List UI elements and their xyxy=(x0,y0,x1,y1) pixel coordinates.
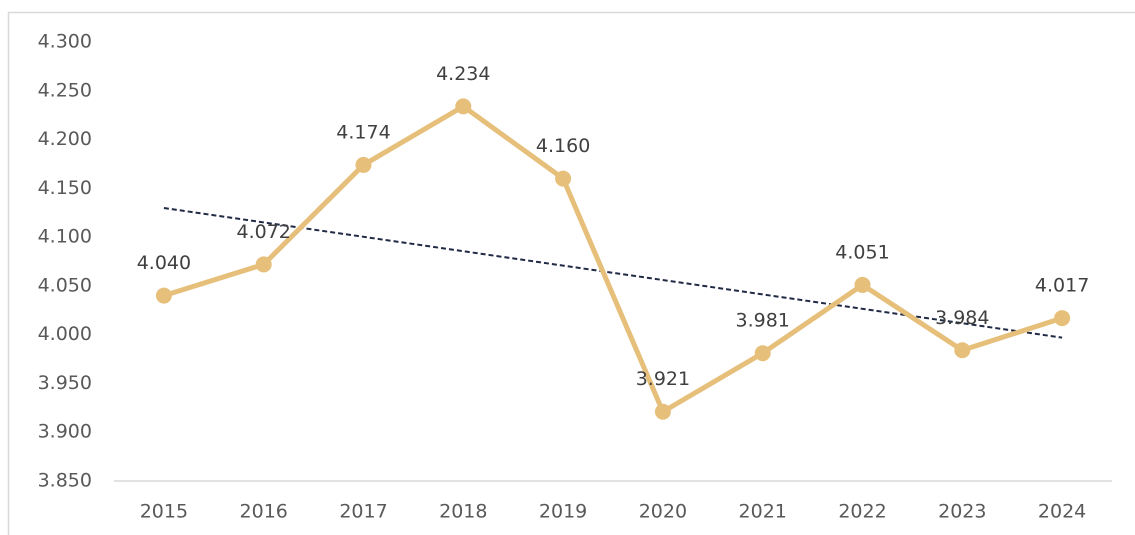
y-tick-label: 4.150 xyxy=(38,177,92,199)
x-tick-label: 2017 xyxy=(339,501,387,523)
data-label: 3.921 xyxy=(636,368,690,390)
data-label: 4.051 xyxy=(835,241,889,263)
y-tick-label: 4.300 xyxy=(38,31,92,53)
data-label: 3.981 xyxy=(735,310,789,332)
y-tick-label: 4.200 xyxy=(38,128,92,150)
point xyxy=(455,98,472,115)
y-tick-label: 3.900 xyxy=(38,421,92,443)
data-label: 4.160 xyxy=(536,135,590,157)
x-tick-label: 2018 xyxy=(439,501,487,523)
y-tick-label: 4.000 xyxy=(38,323,92,345)
chart-frame xyxy=(7,11,1135,535)
x-tick-label: 2023 xyxy=(938,501,986,523)
data-label: 4.072 xyxy=(236,221,290,243)
data-label: 4.174 xyxy=(336,121,390,143)
x-tick-label: 2021 xyxy=(739,501,787,523)
y-tick-label: 3.950 xyxy=(38,372,92,394)
data-label: 3.984 xyxy=(935,307,989,329)
point xyxy=(355,156,372,173)
point xyxy=(155,287,172,304)
y-tick-label: 4.250 xyxy=(38,79,92,101)
x-tick-label: 2015 xyxy=(140,501,188,523)
x-tick-label: 2020 xyxy=(639,501,687,523)
line xyxy=(163,103,1063,415)
point xyxy=(654,403,671,420)
x-tick-label: 2022 xyxy=(838,501,886,523)
x-tick-label: 2016 xyxy=(240,501,288,523)
y-tick-label: 4.050 xyxy=(38,274,92,296)
y-tick-label: 4.100 xyxy=(38,226,92,248)
point xyxy=(754,345,771,362)
point xyxy=(854,276,871,293)
point xyxy=(555,170,572,187)
data-label: 4.040 xyxy=(137,252,191,274)
data-label: 4.017 xyxy=(1035,275,1089,297)
x-tick-label: 2019 xyxy=(539,501,587,523)
point xyxy=(1054,310,1071,327)
point xyxy=(255,256,272,273)
data-label: 4.234 xyxy=(436,63,490,85)
point xyxy=(954,342,971,359)
y-tick-label: 3.850 xyxy=(38,470,92,492)
x-tick-label: 2024 xyxy=(1038,501,1086,523)
